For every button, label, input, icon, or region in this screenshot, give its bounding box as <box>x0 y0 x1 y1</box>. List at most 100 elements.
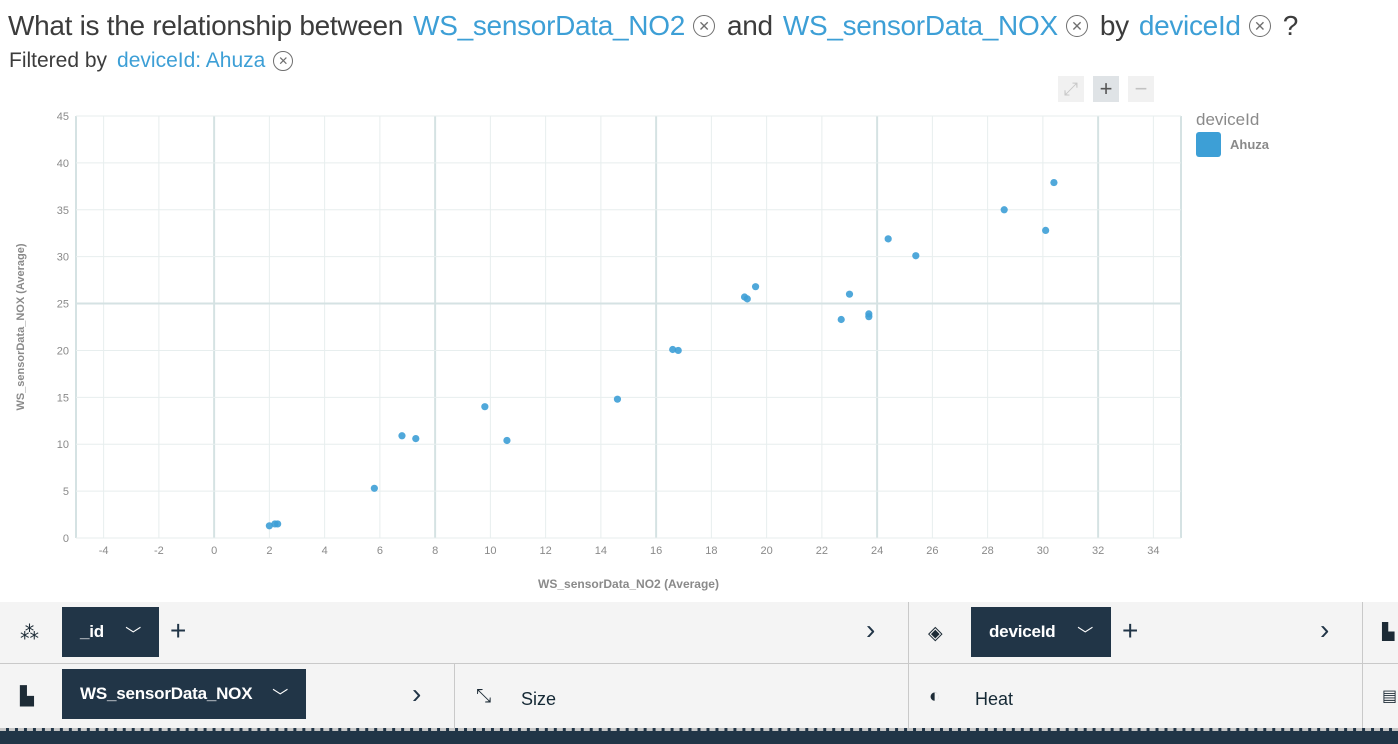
x-tick-label: 8 <box>432 545 438 557</box>
remove-group-icon[interactable]: ✕ <box>1248 15 1271 37</box>
data-point[interactable] <box>865 313 873 321</box>
data-point[interactable] <box>837 315 845 324</box>
zoom-out-icon[interactable]: − <box>1128 76 1154 102</box>
data-point[interactable] <box>412 434 420 443</box>
x-tick-label: 16 <box>650 545 662 557</box>
y-tick-label: 15 <box>57 392 69 404</box>
data-point[interactable] <box>743 295 751 303</box>
chevron-down-icon[interactable]: ﹀ <box>125 627 141 644</box>
x-tick-label: 4 <box>322 545 328 557</box>
chevron-down-icon[interactable]: ﹀ <box>1077 627 1093 644</box>
data-point[interactable] <box>265 522 273 530</box>
add-points-field-icon[interactable]: + <box>170 615 187 646</box>
data-point[interactable] <box>1000 206 1008 214</box>
legend-swatch <box>1196 132 1221 157</box>
measure1-label[interactable]: WS_sensorData_NO2 <box>413 10 685 41</box>
data-point[interactable] <box>503 436 511 445</box>
group-token[interactable]: deviceId ✕ <box>1139 10 1271 42</box>
chevron-right-icon[interactable]: › <box>412 678 422 709</box>
data-point[interactable] <box>613 395 622 403</box>
filter-label: Filtered by <box>9 49 108 72</box>
x-tick-label: 12 <box>540 545 552 557</box>
y-tick-label: 35 <box>57 205 69 217</box>
paint-bucket-icon: ◈ <box>928 623 943 644</box>
x-tick-label: 34 <box>1147 545 1159 557</box>
points-icon: ⁂ <box>20 623 39 644</box>
measure2-token[interactable]: WS_sensorData_NOX ✕ <box>783 10 1088 42</box>
data-point[interactable] <box>845 290 854 298</box>
data-point[interactable] <box>370 484 378 492</box>
data-point[interactable] <box>398 432 406 440</box>
add-color-field-icon[interactable]: + <box>1122 615 1139 646</box>
data-point[interactable] <box>1042 226 1050 235</box>
legend-title: deviceId <box>1196 110 1260 129</box>
x-tick-label: 2 <box>266 545 272 557</box>
y-tick-label: 30 <box>57 252 69 264</box>
divider <box>1362 664 1363 728</box>
grid <box>75 115 1182 539</box>
divider <box>454 664 455 728</box>
measure2-label[interactable]: WS_sensorData_NOX <box>782 10 1058 41</box>
divider <box>1362 602 1363 663</box>
y-tick-label: 5 <box>63 486 69 498</box>
chevron-down-icon[interactable]: ﹀ <box>272 689 288 706</box>
x-tick-label: 32 <box>1092 545 1104 557</box>
yaxis-field-chip[interactable]: WS_sensorData_NOX ﹀ <box>62 669 306 719</box>
color-field-chip[interactable]: deviceId ﹀ <box>971 607 1111 657</box>
x-tick-label: 30 <box>1037 545 1049 557</box>
x-tick-label: 20 <box>761 545 773 557</box>
axis-ticks: -4 -2 0 2 4 6 8 10 12 14 16 18 20 22 24 26 28 30 32 3405101… <box>57 111 1160 557</box>
filter-bar: Filtered by deviceId: Ahuza ✕ <box>9 46 305 76</box>
y-axis-icon: ▙ <box>20 686 34 706</box>
fit-screen-icon[interactable]: ⤢ <box>1058 76 1084 102</box>
points-field-label: _id <box>80 622 104 641</box>
y-axis-label: WS_sensorData_NOX (Average) <box>15 243 27 410</box>
question-suffix: ? <box>1282 10 1299 41</box>
zoom-in-icon[interactable]: + <box>1093 76 1119 102</box>
data-point[interactable] <box>912 252 920 260</box>
legend-item-ahuza[interactable]: Ahuza <box>1196 132 1269 157</box>
contrast-icon: ◐ <box>929 686 941 707</box>
points-field-chip[interactable]: _id ﹀ <box>62 607 159 657</box>
measure1-token[interactable]: WS_sensorData_NO2 ✕ <box>413 10 715 42</box>
question-prefix: What is the relationship between <box>8 10 404 41</box>
legend-label: Ahuza <box>1230 137 1269 152</box>
x-tick-label: 0 <box>211 545 217 557</box>
resize-icon: ⤡ <box>476 686 492 707</box>
filter-value[interactable]: deviceId: Ahuza <box>117 49 266 72</box>
remove-measure2-icon[interactable]: ✕ <box>1065 15 1088 37</box>
table-icon[interactable]: ▤ <box>1382 688 1398 705</box>
data-point[interactable] <box>481 403 489 411</box>
x-axis-label: WS_sensorData_NO2 (Average) <box>538 577 719 591</box>
x-tick-label: 18 <box>705 545 717 557</box>
bar-chart-icon[interactable]: ▙ <box>1382 624 1395 641</box>
x-tick-label: -4 <box>99 545 109 557</box>
y-tick-label: 20 <box>57 345 69 357</box>
x-tick-label: 26 <box>926 545 938 557</box>
data-point[interactable] <box>674 346 682 355</box>
filter-token[interactable]: deviceId: Ahuza ✕ <box>117 49 294 73</box>
color-field-label: deviceId <box>989 622 1056 641</box>
remove-filter-icon[interactable]: ✕ <box>273 51 294 71</box>
y-tick-label: 40 <box>57 158 69 170</box>
chevron-right-icon[interactable]: › <box>1320 614 1330 645</box>
x-tick-label: 14 <box>595 545 607 557</box>
y-tick-label: 0 <box>63 533 69 545</box>
x-tick-label: 10 <box>484 545 496 557</box>
size-slot-label[interactable]: Size <box>521 689 557 709</box>
x-tick-label: 22 <box>816 545 828 557</box>
x-tick-label: 28 <box>982 545 994 557</box>
data-points <box>265 178 1058 530</box>
chevron-right-icon[interactable]: › <box>866 614 876 645</box>
group-label[interactable]: deviceId <box>1138 10 1241 41</box>
divider <box>908 664 909 728</box>
data-point[interactable] <box>274 520 282 528</box>
data-point[interactable] <box>669 345 677 354</box>
remove-measure1-icon[interactable]: ✕ <box>692 15 715 37</box>
data-point[interactable] <box>1050 178 1058 187</box>
data-point[interactable] <box>884 235 892 243</box>
data-point[interactable] <box>751 283 760 291</box>
heat-slot-label[interactable]: Heat <box>975 689 1014 709</box>
yaxis-field-label: WS_sensorData_NOX <box>80 684 253 703</box>
